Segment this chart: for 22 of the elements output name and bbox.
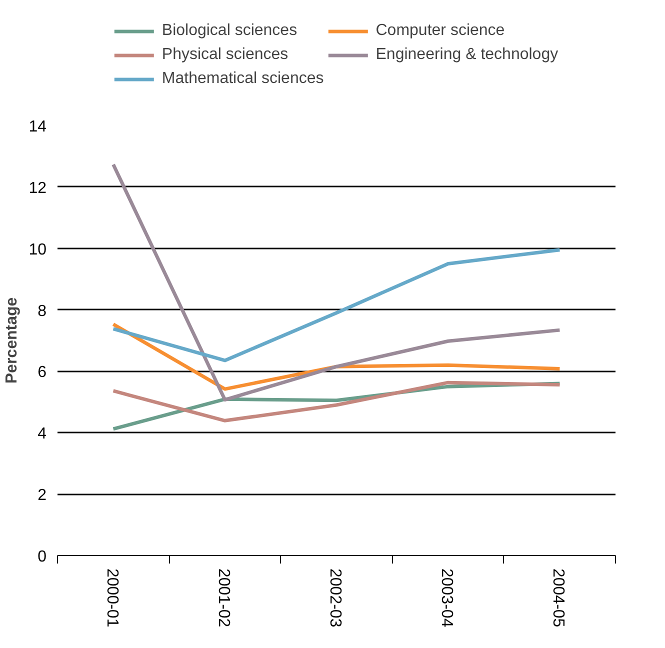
y-tick-label: 6	[38, 364, 47, 382]
legend-label: Engineering & technology	[376, 46, 558, 64]
line-series	[112, 162, 562, 402]
x-tick-label: 2004-05	[550, 568, 567, 628]
y-tick-label: 0	[38, 548, 47, 566]
x-tick-label: 2000-01	[103, 568, 120, 628]
line-series	[112, 248, 562, 362]
y-axis-title: Percentage	[4, 297, 21, 384]
legend-label: Physical sciences	[162, 46, 288, 64]
y-tick-label: 12	[28, 180, 47, 197]
legend-label: Biological sciences	[162, 22, 298, 40]
line-series	[112, 380, 562, 422]
x-tick-label: 2002-03	[326, 568, 344, 628]
x-tick-label: 2003-04	[438, 568, 456, 628]
y-tick-label: 10	[28, 241, 47, 258]
legend-label: Computer science	[376, 22, 505, 40]
y-tick-label: 2	[38, 487, 47, 504]
y-tick-label: 4	[38, 426, 47, 443]
y-tick-label: 14	[28, 118, 47, 136]
y-tick-label: 8	[38, 302, 47, 320]
legend-label: Mathematical sciences	[162, 70, 324, 88]
x-tick-label: 2001-02	[214, 568, 232, 628]
